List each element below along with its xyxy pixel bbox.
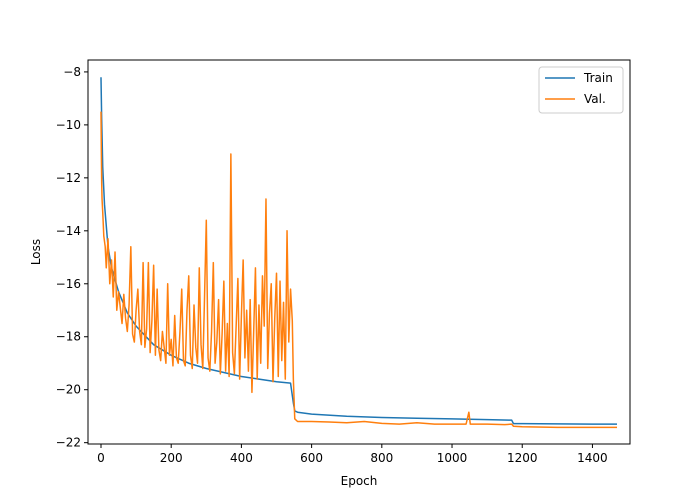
x-tick-label: 1000 — [437, 451, 468, 465]
legend-label-val: Val. — [584, 92, 606, 106]
axes-frame — [87, 59, 631, 445]
x-tick-label: 800 — [370, 451, 393, 465]
legend-label-train: Train — [583, 71, 613, 85]
x-tick-label: 1200 — [507, 451, 538, 465]
y-axis: −22 −20 −18 −16 −14 −12 −10 −8 — [56, 65, 88, 450]
legend: Train Val. — [538, 66, 624, 114]
y-axis-label: Loss — [29, 239, 43, 265]
y-tick-label: −10 — [56, 118, 81, 132]
y-tick-label: −8 — [63, 65, 81, 79]
x-tick-label: 200 — [160, 451, 183, 465]
y-tick-label: −22 — [56, 436, 81, 450]
x-tick-label: 0 — [97, 451, 105, 465]
x-tick-label: 1400 — [577, 451, 608, 465]
y-tick-label: −18 — [56, 330, 81, 344]
y-tick-label: −20 — [56, 383, 81, 397]
x-axis: 0 200 400 600 800 1000 1200 1400 — [97, 444, 608, 465]
y-tick-label: −16 — [56, 277, 81, 291]
x-axis-label: Epoch — [341, 474, 378, 488]
x-tick-label: 400 — [230, 451, 253, 465]
y-tick-label: −14 — [56, 224, 81, 238]
x-tick-label: 600 — [300, 451, 323, 465]
y-tick-label: −12 — [56, 171, 81, 185]
series-line-val — [100, 111, 618, 429]
plot-area — [100, 77, 618, 429]
